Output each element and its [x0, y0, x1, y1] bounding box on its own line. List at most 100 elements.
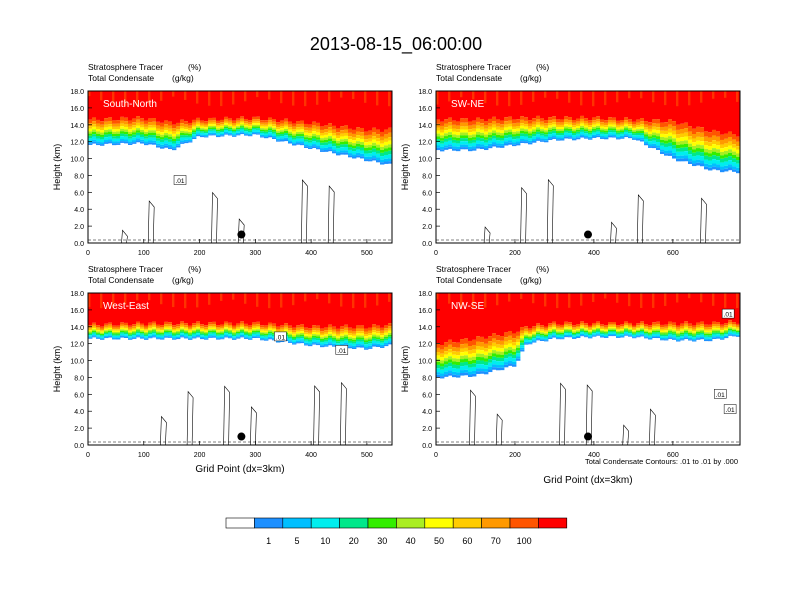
tracer-cell	[188, 293, 193, 326]
tracer-cell	[736, 141, 741, 147]
tracer-cell	[364, 147, 369, 151]
tracer-cell	[716, 331, 721, 333]
tracer-cell	[376, 339, 381, 342]
tracer-cell	[552, 336, 557, 338]
tracer-cell	[384, 145, 389, 149]
tracer-cell	[512, 131, 517, 135]
tracer-cell	[620, 132, 625, 134]
tracer-cell	[104, 140, 109, 143]
tracer-cell	[244, 293, 249, 324]
tracer-cell	[476, 121, 481, 126]
tracer-cell	[92, 293, 97, 323]
tracer-cell	[168, 125, 173, 129]
tracer-cell	[440, 293, 445, 346]
tracer-cell	[688, 136, 693, 140]
tracer-cell	[116, 331, 121, 334]
tracer-cell	[636, 131, 641, 133]
tracer-cell	[108, 91, 113, 118]
tracer-cell	[644, 136, 649, 139]
tracer-cell	[692, 325, 697, 328]
tracer-cell	[548, 131, 553, 135]
tracer-cell	[372, 343, 377, 346]
tracer-cell	[308, 147, 313, 150]
tracer-cell	[228, 328, 233, 330]
tracer-cell	[436, 368, 441, 373]
tracer-cell	[632, 121, 637, 125]
tracer-cell	[364, 156, 369, 160]
tracer-cell	[716, 328, 721, 330]
tracer-cell	[592, 126, 597, 129]
tracer-cell	[732, 134, 737, 140]
tracer-cell	[280, 329, 285, 332]
tracer-cell	[704, 332, 709, 334]
tracer-cell	[232, 338, 237, 340]
tracer-cell	[672, 126, 677, 131]
tracer-cell	[224, 330, 229, 332]
tracer-cell	[216, 125, 221, 127]
tracer-cell	[492, 138, 497, 143]
tracer-cell	[104, 121, 109, 125]
tracer-cell	[312, 327, 317, 331]
tracer-cell	[380, 162, 385, 165]
tracer-cell	[440, 91, 445, 122]
tracer-cell	[464, 361, 469, 366]
tracer-cell	[208, 127, 213, 130]
tracer-cell	[608, 329, 613, 332]
tracer-cell	[172, 133, 177, 137]
tracer-cell	[312, 146, 317, 148]
tracer-cell	[352, 347, 357, 349]
tracer-cell	[620, 334, 625, 336]
tracer-cell	[208, 134, 213, 136]
tracer-cell	[92, 326, 97, 329]
tracer-cell	[212, 330, 217, 333]
tracer-cell	[152, 130, 157, 133]
tracer-cell	[464, 118, 469, 123]
tracer-cell	[668, 150, 673, 154]
tracer-cell	[88, 332, 93, 334]
tracer-cell	[300, 134, 305, 137]
tracer-cell	[240, 323, 245, 326]
colorbar-swatch	[310, 517, 340, 529]
tracer-cell	[380, 340, 385, 343]
tracer-cell	[516, 335, 521, 340]
tracer-cell	[148, 324, 153, 327]
tracer-cell	[140, 328, 145, 331]
tracer-cell	[160, 122, 165, 127]
tracer-cell	[208, 322, 213, 325]
tracer-cell	[480, 135, 485, 139]
tracer-cell	[692, 334, 697, 336]
tracer-cell	[448, 293, 453, 340]
tracer-cell	[512, 126, 517, 130]
tracer-cell	[280, 128, 285, 131]
tracer-cell	[460, 370, 465, 374]
tracer-cell	[688, 323, 693, 327]
tracer-cell	[480, 357, 485, 361]
tracer-cell	[332, 91, 337, 126]
tracer-cell	[436, 142, 441, 146]
tracer-cell	[708, 132, 713, 138]
tracer-cell	[732, 328, 737, 330]
x-tick-label: 200	[194, 452, 206, 459]
tracer-cell	[320, 340, 325, 343]
tracer-cell	[676, 335, 681, 338]
tracer-cell	[260, 131, 265, 133]
tracer-cell	[472, 359, 477, 364]
tracer-cell	[304, 332, 309, 335]
tracer-cell	[200, 120, 205, 123]
tracer-cell	[100, 328, 105, 331]
tracer-cell	[624, 333, 629, 335]
tracer-cell	[320, 126, 325, 130]
tracer-cell	[584, 133, 589, 136]
colorbar-swatch	[254, 517, 284, 529]
tracer-streak	[196, 91, 199, 104]
tracer-cell	[540, 325, 545, 328]
tracer-cell	[344, 144, 349, 148]
tracer-cell	[672, 328, 677, 331]
tracer-cell	[544, 91, 549, 121]
tracer-cell	[264, 338, 269, 340]
tracer-cell	[128, 325, 133, 328]
tracer-cell	[468, 146, 473, 150]
tracer-cell	[276, 134, 281, 137]
tracer-cell	[468, 364, 473, 368]
tracer-cell	[144, 293, 149, 326]
